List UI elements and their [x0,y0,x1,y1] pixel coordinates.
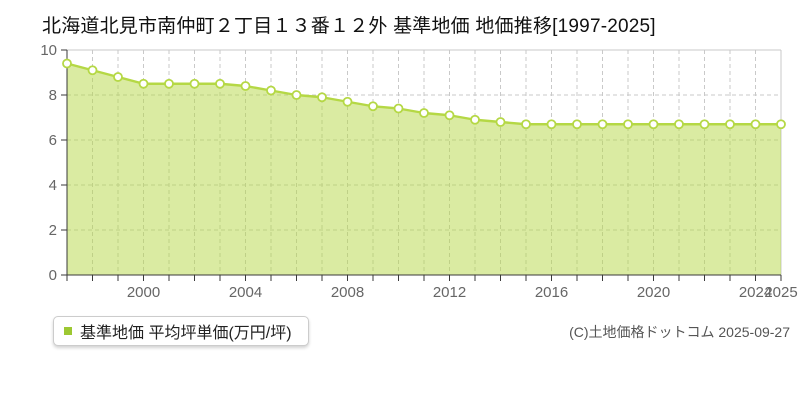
data-point[interactable] [419,108,429,118]
legend-label: 基準地価 平均坪単価(万円/坪) [80,325,292,342]
data-point[interactable] [164,78,174,89]
data-point[interactable] [113,72,123,82]
data-point[interactable] [597,119,608,130]
data-point[interactable] [674,119,684,130]
data-point[interactable] [572,119,582,130]
y-tick-label: 8 [49,87,57,104]
legend-marker [64,327,72,335]
x-tick-label: 2004 [229,284,262,301]
data-point[interactable] [648,119,659,130]
x-tick-label: 2012 [433,284,466,301]
data-point[interactable] [750,119,761,130]
x-tick-label: 2024 [739,284,772,301]
data-point[interactable] [623,119,633,130]
data-point[interactable] [317,92,327,103]
data-point[interactable] [291,90,302,100]
data-point[interactable] [62,58,72,69]
data-point[interactable] [342,96,353,107]
copyright-text: (C)土地価格ドットコム 2025-09-27 [569,324,790,340]
x-tick-label: 2025 [764,284,797,301]
page-title: 北海道北見市南仲町２丁目１３番１２外 基準地価 地価推移[1997-2025] [42,16,656,37]
data-point[interactable] [776,119,786,130]
data-point[interactable] [240,81,251,91]
data-point[interactable] [725,119,735,130]
x-tick-label: 2000 [127,284,160,301]
data-point[interactable] [495,117,506,127]
data-point[interactable] [368,101,378,112]
data-point[interactable] [546,119,557,130]
x-tick-label: 2008 [331,284,364,301]
data-point[interactable] [189,78,200,89]
x-tick-label: 2016 [535,284,568,301]
data-point[interactable] [699,119,710,130]
data-point[interactable] [87,65,98,76]
legend: 基準地価 平均坪単価(万円/坪) [53,316,309,346]
y-tick-label: 10 [40,42,57,59]
data-point[interactable] [470,114,480,125]
data-point[interactable] [444,110,455,121]
x-tick-label: 2020 [637,284,670,301]
y-tick-label: 0 [49,267,57,284]
area-fill [67,63,781,275]
data-point[interactable] [393,103,404,114]
y-tick-label: 4 [49,177,57,194]
data-point[interactable] [266,85,276,96]
data-point[interactable] [521,119,531,130]
y-tick-label: 2 [49,222,57,239]
data-point[interactable] [138,78,149,89]
data-point[interactable] [215,78,225,89]
y-tick-label: 6 [49,132,57,149]
